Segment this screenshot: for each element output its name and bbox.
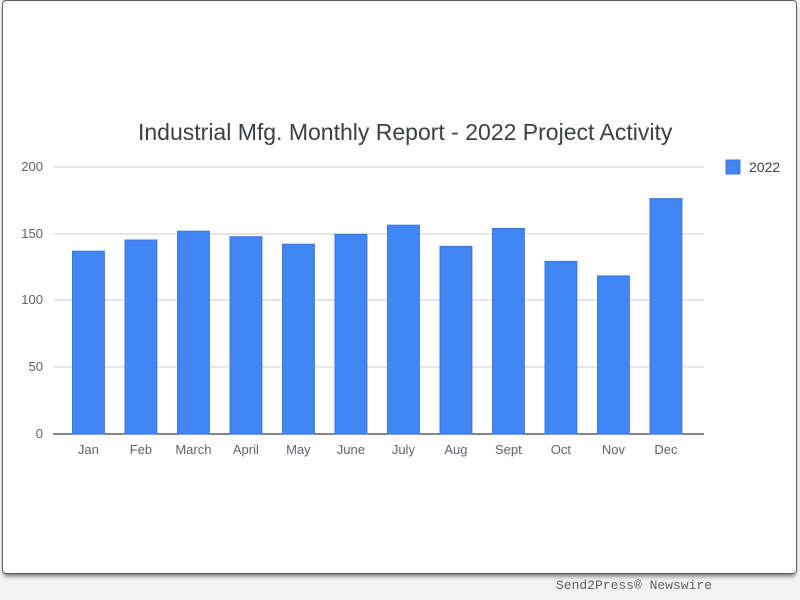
svg-text:Jan: Jan [78, 442, 99, 457]
svg-text:Dec: Dec [654, 442, 678, 457]
svg-text:April: April [233, 442, 259, 457]
svg-text:150: 150 [21, 226, 43, 241]
svg-text:0: 0 [36, 426, 43, 441]
svg-text:July: July [392, 442, 416, 457]
svg-text:March: March [175, 442, 211, 457]
svg-text:2022: 2022 [749, 159, 780, 175]
svg-text:Sept: Sept [495, 442, 522, 457]
svg-text:Nov: Nov [602, 442, 626, 457]
svg-text:100: 100 [21, 292, 43, 307]
svg-text:Aug: Aug [444, 442, 467, 457]
svg-text:200: 200 [21, 159, 43, 174]
svg-text:June: June [337, 442, 365, 457]
svg-text:May: May [286, 442, 311, 457]
svg-text:Feb: Feb [130, 442, 152, 457]
svg-text:50: 50 [29, 359, 43, 374]
svg-text:Oct: Oct [551, 442, 572, 457]
